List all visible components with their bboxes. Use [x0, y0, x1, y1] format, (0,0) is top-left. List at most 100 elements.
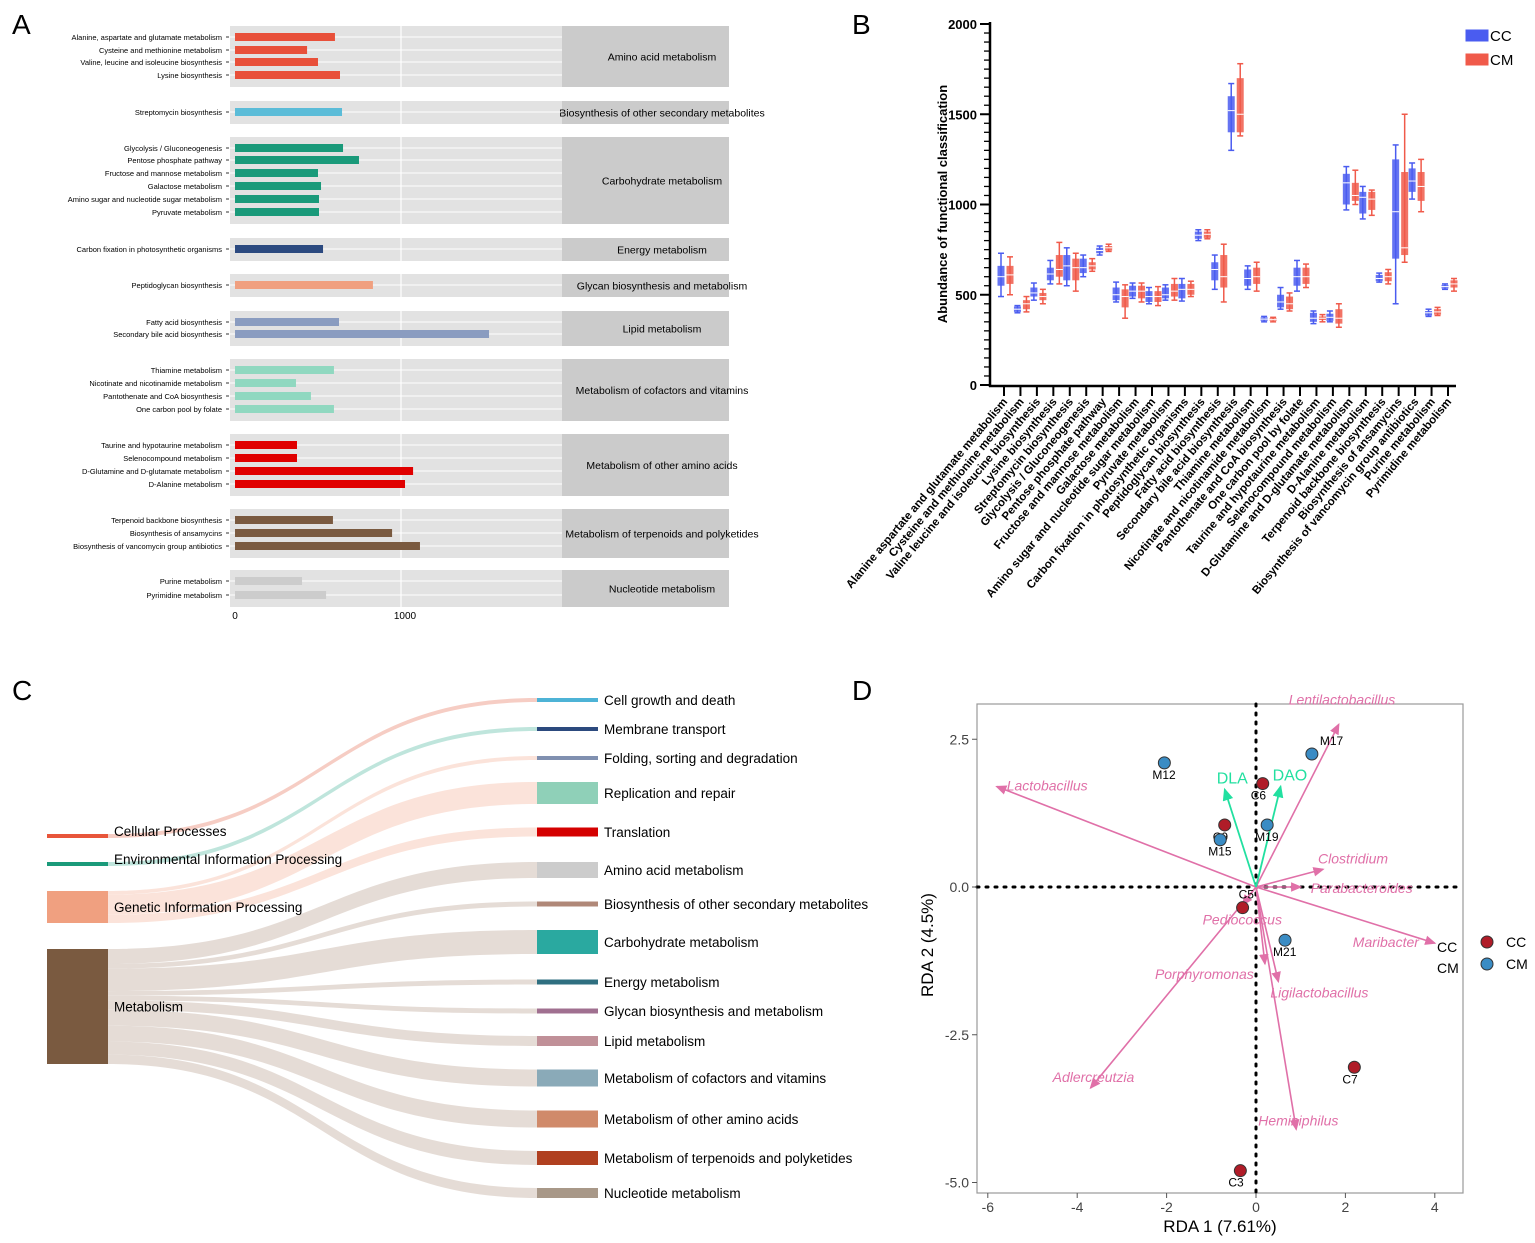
bar-label: Amino sugar and nucleotide sugar metabol… [68, 195, 222, 204]
bar [235, 71, 340, 79]
bar-label: Glycolysis / Gluconeogenesis [124, 144, 222, 153]
bar-label: Secondary bile acid biosynthesis [113, 330, 222, 339]
bar-label: Valine, leucine and isoleucine biosynthe… [80, 58, 222, 67]
x-tick-label: -2 [1160, 1199, 1173, 1215]
species-arrow [1255, 723, 1340, 888]
species-arrow [995, 785, 1257, 888]
box [1022, 300, 1030, 310]
bar [235, 33, 335, 41]
y-axis-title: Abundance of functional classification [935, 85, 950, 323]
bar-label: Biosynthesis of ansamycins [130, 529, 222, 538]
sankey-target-node [537, 1110, 598, 1128]
bar-label: Peptidoglycan biosynthesis [132, 281, 223, 290]
bar-label: Streptomycin biosynthesis [135, 108, 222, 117]
bar-label: Pyrimidine metabolism [147, 591, 222, 600]
box [1359, 191, 1367, 214]
species-label: Ligilactobacillus [1270, 985, 1368, 1001]
sankey-flow [108, 1041, 537, 1165]
panel-label: C [12, 675, 32, 706]
box [1030, 287, 1038, 297]
x-axis-title: RDA 1 (7.61%) [1163, 1217, 1276, 1236]
bar-label: Thiamine metabolism [151, 366, 222, 375]
box [1408, 168, 1416, 192]
facet-strip [562, 434, 729, 496]
sankey-flow [108, 727, 537, 866]
box [1227, 96, 1235, 133]
y-tick-label: -5.0 [945, 1175, 969, 1191]
sample-point [1213, 833, 1227, 847]
y-tick-label: 1500 [948, 107, 977, 122]
x-tick-label: 1000 [394, 611, 417, 622]
bar [235, 195, 319, 203]
sankey-flow [108, 827, 537, 923]
bar-label: Pantothenate and CoA biosynthesis [103, 392, 222, 401]
bar [235, 245, 324, 253]
env-arrow [1255, 784, 1284, 888]
sankey-flow [108, 756, 537, 895]
extra-label: CC [1437, 939, 1457, 955]
panel-label: D [852, 675, 872, 706]
bar-label: Nicotinate and nicotinamide metabolism [89, 379, 222, 388]
sankey-target-label: Nucleotide metabolism [604, 1186, 741, 1201]
facet-strip [562, 26, 729, 87]
x-tick-label: -4 [1071, 1199, 1084, 1215]
sankey-target-node [537, 782, 598, 804]
sankey-target-label: Carbohydrate metabolism [604, 935, 759, 950]
box [1055, 255, 1063, 277]
box [1401, 172, 1409, 256]
env-arrow [1222, 787, 1257, 888]
bar-label: D-Glutamine and D-glutamate metabolism [82, 467, 222, 476]
facet-label: Metabolism of other amino acids [586, 460, 737, 472]
box [1236, 78, 1244, 133]
bar [235, 577, 303, 585]
sankey-target-node [537, 979, 598, 985]
bar-label: One carbon pool by folate [136, 405, 222, 414]
bar [235, 392, 311, 400]
bar [235, 318, 339, 326]
legend-label: CM [1490, 52, 1513, 69]
bar [235, 156, 359, 164]
bar [235, 208, 319, 216]
bar-label: Pyruvate metabolism [152, 208, 222, 217]
sankey-target-node [537, 698, 598, 702]
bar [235, 454, 297, 462]
facet-strip [562, 274, 729, 297]
x-tick-label: 0 [232, 611, 238, 622]
sample-point [1347, 1060, 1361, 1074]
box [1112, 287, 1120, 301]
panel-label: B [852, 9, 871, 40]
y-tick-label: 0 [970, 378, 977, 393]
species-label: Porphyromonas [1155, 966, 1254, 982]
bar [235, 281, 373, 289]
box [1302, 267, 1310, 284]
plot-panel [976, 703, 1464, 1194]
box [1368, 191, 1376, 210]
legend-label: CC [1506, 934, 1526, 950]
bar [235, 46, 308, 54]
sample-label: M19 [1255, 830, 1279, 844]
sankey-target-node [537, 1008, 598, 1014]
species-label: Parabacteroides [1311, 880, 1413, 896]
legend-label: CC [1490, 28, 1512, 45]
panel-background [230, 570, 562, 607]
bar [235, 366, 334, 374]
sankey-flow [108, 698, 537, 838]
sankey-target-label: Metabolism of cofactors and vitamins [604, 1071, 826, 1086]
sankey-flow [108, 782, 537, 915]
sankey-flow [108, 930, 537, 992]
species-label: Lentilactobacillus [1289, 691, 1396, 707]
sankey-flow [108, 1009, 537, 1087]
box [1138, 285, 1146, 299]
legend-swatch [1465, 53, 1489, 66]
sankey-source-node [47, 834, 108, 838]
x-tick-label: 4 [1431, 1199, 1439, 1215]
y-tick-label: 0.0 [950, 879, 970, 895]
panel-c-sankey: Cell growth and death Membrane transport F… [47, 693, 868, 1201]
legend-label: CM [1506, 956, 1528, 972]
sankey-target-node [537, 727, 598, 731]
sample-point [1157, 756, 1171, 770]
sample-label: C6 [1251, 789, 1267, 803]
legend-marker [1480, 957, 1494, 971]
sankey-flow [108, 995, 537, 1014]
species-label: Adlercreutzia [1052, 1069, 1135, 1085]
